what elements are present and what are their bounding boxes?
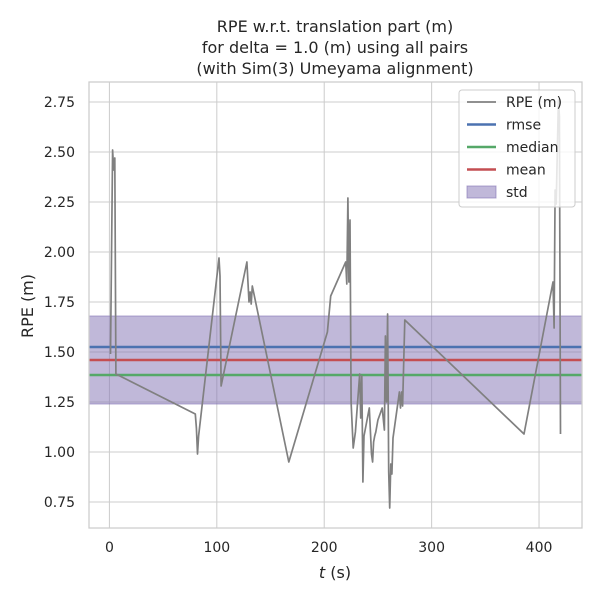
chart-title: RPE w.r.t. translation part (m) for delt… — [196, 17, 473, 78]
y-tick-label: 2.00 — [44, 245, 75, 261]
x-tick-label: 200 — [311, 540, 338, 556]
title-line-2: for delta = 1.0 (m) using all pairs — [202, 38, 468, 57]
legend-swatch-std — [466, 185, 497, 199]
y-tick-label: 1.25 — [44, 395, 75, 411]
plot-frame — [88, 81, 583, 529]
legend-box — [458, 89, 576, 208]
statistic-lines — [89, 345, 582, 377]
y-tick-label: 1.00 — [44, 445, 75, 461]
legend-label-mean: mean — [506, 163, 546, 179]
rpe-series-layer — [109, 99, 562, 509]
x-tick-label: 100 — [203, 540, 230, 556]
x-axis-label: t (s) — [319, 563, 351, 582]
x-tick-labels: 0 100 200 300 400 — [105, 540, 552, 556]
legend-label-rpe-m: RPE (m) — [506, 95, 562, 111]
legend-label-median: median — [506, 140, 558, 156]
y-tick-label: 0.75 — [44, 495, 75, 511]
title-line-3: (with Sim(3) Umeyama alignment) — [196, 59, 473, 78]
y-tick-label: 1.75 — [44, 295, 75, 311]
y-tick-label: 2.75 — [44, 95, 75, 111]
x-axis-label-unit: (s) — [325, 563, 351, 582]
y-tick-label: 2.50 — [44, 145, 75, 161]
y-tick-label: 2.25 — [44, 195, 75, 211]
legend-label-rmse: rmse — [506, 118, 541, 134]
y-tick-labels: 0.75 1.00 1.25 1.50 1.75 2.00 2.25 2.50 2.75 — [44, 95, 75, 511]
title-line-1: RPE w.r.t. translation part (m) — [217, 17, 453, 36]
legend: RPE (m) rmse median mean std — [458, 89, 576, 208]
x-tick-label: 400 — [526, 540, 553, 556]
rpe-series-line — [109, 99, 562, 509]
x-axis-label-italic: t — [319, 563, 326, 582]
x-tick-label: 0 — [105, 540, 114, 556]
y-tick-label: 1.50 — [44, 345, 75, 361]
legend-label-std: std — [506, 185, 528, 201]
y-axis-label: RPE (m) — [18, 274, 37, 338]
x-tick-label: 300 — [418, 540, 445, 556]
